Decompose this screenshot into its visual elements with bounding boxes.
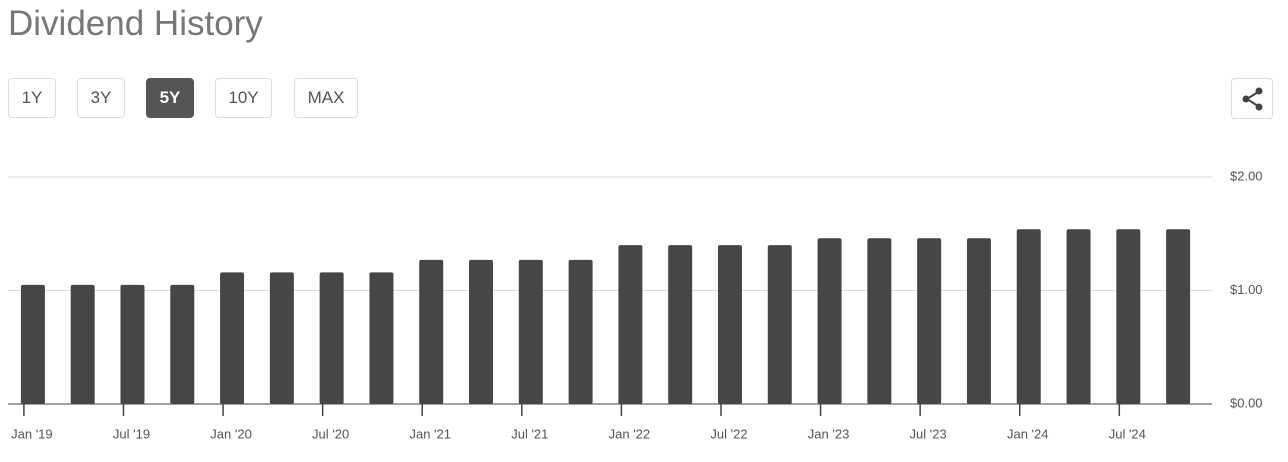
range-button[interactable]: 1Y [8,78,56,118]
x-tick-label: Jul '23 [910,426,947,441]
bar [1166,229,1191,404]
y-tick-label: $2.00 [1230,168,1263,183]
bar [717,245,742,404]
bar [867,238,892,404]
bar [1116,229,1141,404]
page-title: Dividend History [8,4,263,43]
x-tick-label: Jul '21 [511,426,548,441]
x-tick-label: Jul '24 [1109,426,1146,441]
bar [1016,229,1041,404]
x-tick-label: Jan '22 [609,426,651,441]
x-tick-label: Jan '20 [210,426,252,441]
bar [518,259,543,404]
bar [1066,229,1091,404]
share-button[interactable] [1231,78,1273,119]
bar [369,272,394,404]
range-button[interactable]: 3Y [77,78,125,118]
x-tick-label: Jul '19 [113,426,150,441]
bar [917,238,942,404]
bar [120,284,145,404]
bar [319,272,344,404]
x-tick-label: Jan '21 [409,426,451,441]
bar [269,272,294,404]
bar [70,284,95,404]
y-tick-label: $0.00 [1230,395,1263,410]
range-button[interactable]: 5Y [146,78,194,118]
x-tick-label: Jul '22 [710,426,747,441]
bar [419,259,444,404]
x-tick-label: Jan '24 [1007,426,1049,441]
x-tick-label: Jul '20 [312,426,349,441]
bar [767,245,792,404]
bar [568,259,593,404]
range-button[interactable]: MAX [294,78,358,118]
x-tick-label: Jan '19 [11,426,53,441]
range-button[interactable]: 10Y [215,78,272,118]
bar [618,245,643,404]
bar [469,259,494,404]
bar [817,238,842,404]
bar [20,284,45,404]
x-tick-label: Jan '23 [808,426,850,441]
bar [668,245,693,404]
chart: $0.00 $1.00 $2.00 Jan '19 Jul '19 Jan '20 Jul … [8,168,1263,441]
share-icon [1242,87,1263,111]
bar [966,238,991,404]
bar [220,272,245,404]
y-tick-label: $1.00 [1230,282,1263,297]
bar [170,284,195,404]
